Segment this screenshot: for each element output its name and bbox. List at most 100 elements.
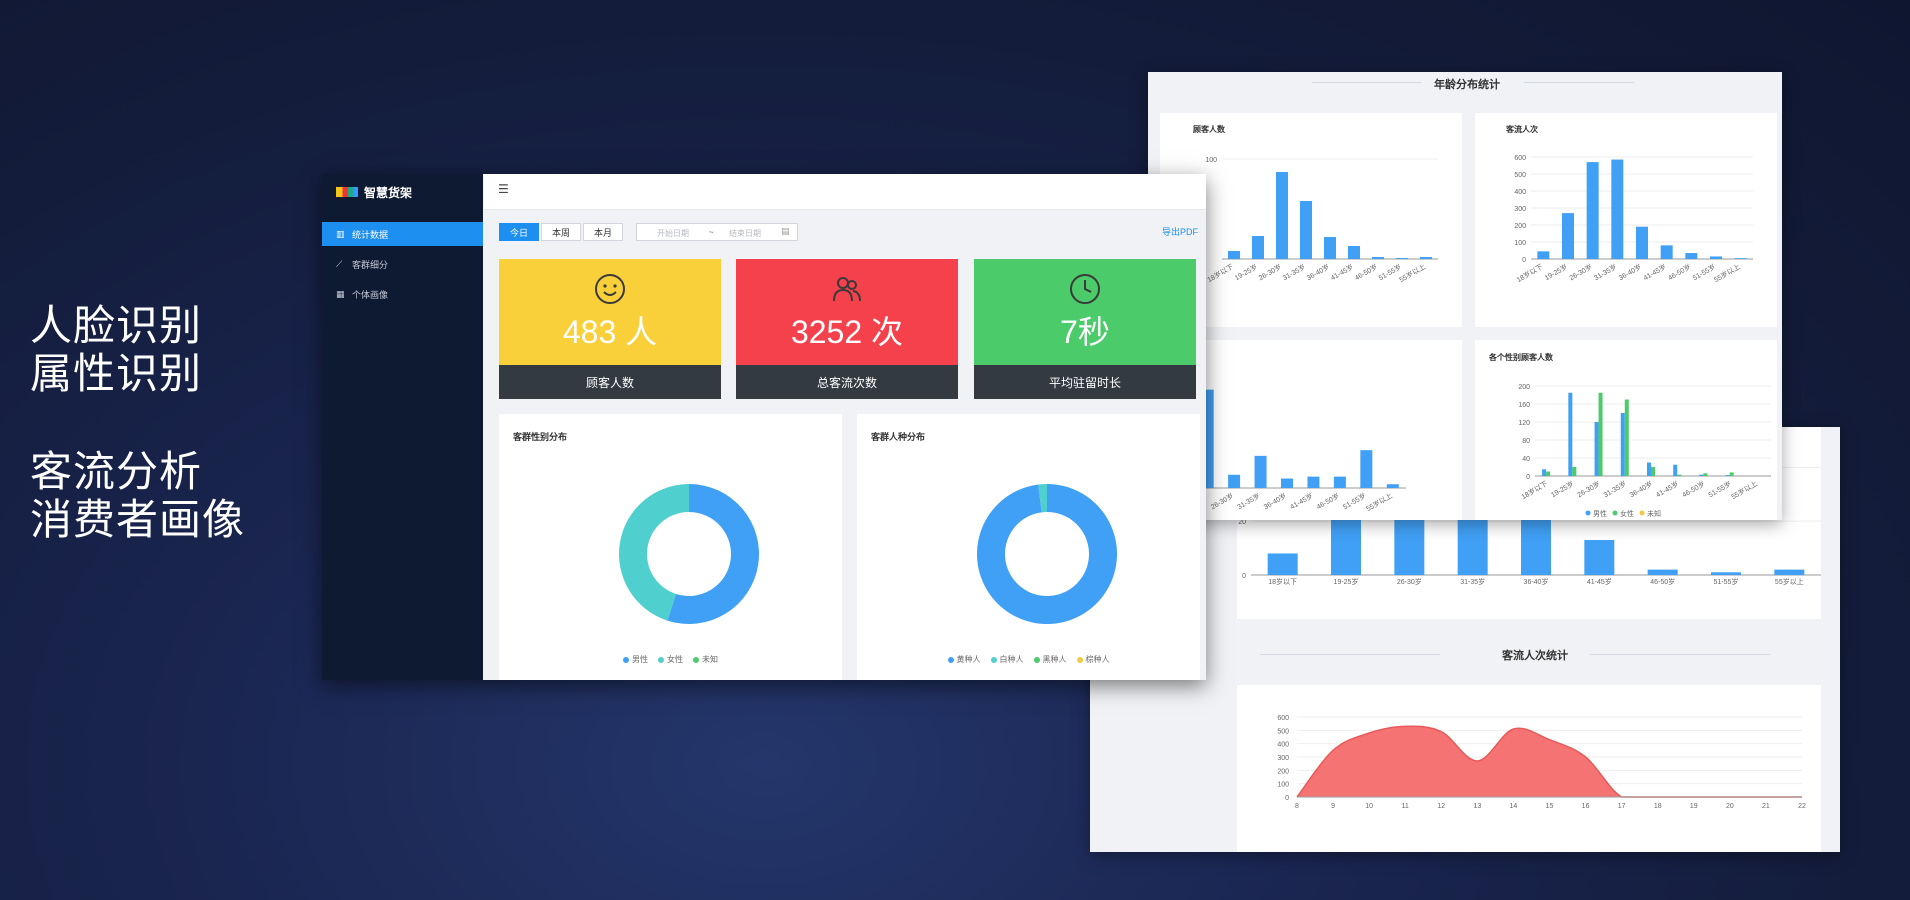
top-bar: ☰ [484,174,1206,210]
legend-label: 黑种人 [1042,655,1067,664]
x-tick-label: 55岁以上 [1398,262,1427,284]
users-icon [833,277,861,302]
stat-card-visits: 3252 次 总客流次数 [736,259,958,399]
race-legend: 黄种人 白种人 黑种人 棕种人 [857,654,1200,665]
bar [1537,251,1550,259]
x-tick-label: 41-45岁 [1288,491,1314,511]
tab-month[interactable]: 本月 [583,223,623,241]
x-tick-label: 11 [1402,803,1409,810]
legend-item[interactable]: 黄种人 [947,654,981,665]
stat-value: 3252 次 [790,314,904,350]
x-tick-label: 20 [1726,803,1734,810]
y-tick-label: 500 [1277,728,1289,735]
y-tick-label: 400 [1277,742,1289,749]
x-tick-label: 12 [1437,803,1445,810]
sidebar-item-profile[interactable]: ▦ 个体画像 [322,282,483,306]
menu-fold-icon[interactable]: ☰ [498,182,509,196]
slogan-line: 客流分析 [30,448,203,495]
x-tick-label: 36-40岁 [1262,491,1288,511]
stat-value: 7秒 [1060,314,1110,350]
bar [1673,464,1678,476]
tab-week[interactable]: 本周 [541,223,581,241]
x-tick-label: 8 [1295,803,1299,810]
bar [1360,450,1373,488]
bar [1331,513,1361,575]
bar [1647,462,1651,476]
x-tick-label: 26-30岁 [1575,479,1601,499]
y-tick-label: 40 [1522,456,1530,463]
x-tick-label: 17 [1618,803,1626,810]
x-tick-label: 16 [1582,803,1590,810]
customer-count-card: 顾客人数 100 18岁以下 19-25岁 26-30岁 31-35岁 36-40岁 41-4… [1160,113,1462,327]
bar [1396,258,1408,259]
pie-slice [977,484,1117,624]
x-tick-label: 55岁以上 [1729,479,1758,501]
gender-pie-title: 客群性别分布 [513,432,568,442]
gender-pie-card: 客群性别分布 男性 女性 未知 [499,414,842,680]
x-tick-label: 31-35岁 [1592,262,1618,282]
end-date-input[interactable]: 结束日期 [729,229,761,238]
legend-dot [693,656,699,663]
bar [1636,226,1648,259]
x-tick-label: 19-25岁 [1334,577,1359,586]
pie-slice [619,484,689,621]
sidebar-item-label: 个体画像 [352,289,389,300]
y-tick-label: 0 [1242,573,1246,580]
bar [1307,476,1320,488]
export-pdf-button[interactable]: 导出PDF [1161,227,1198,237]
legend-item[interactable]: 男性 [623,654,648,665]
legend-dot [1033,656,1040,663]
bar [1703,473,1708,476]
stat-card-top: 3252 次 [736,259,958,365]
legend-label: 棕种人 [1085,655,1110,664]
bar [1324,237,1336,259]
smile-icon [595,274,625,304]
legend-dot [623,656,629,663]
bar [1333,476,1346,488]
brand-logo [336,187,358,197]
stat-card-duration: 7秒 平均驻留时长 [974,259,1196,399]
area-fill [1297,726,1802,797]
traffic-title: 客流人次统计 [1502,650,1568,662]
x-tick-label: 31-35岁 [1281,262,1307,282]
y-tick-label: 100 [1277,782,1289,789]
y-tick-label: 120 [1518,420,1530,427]
bar [1300,201,1312,259]
start-date-input[interactable]: 开始日期 [657,229,689,238]
bar [1420,257,1432,259]
sidebar-item-stats[interactable]: ▥ 统计数据 [322,222,483,246]
y-tick-label: 0 [1285,795,1289,802]
age-panel-title: 年龄分布统计 [1434,79,1500,91]
legend-dot [1612,510,1618,516]
slogan-group-2: 客流分析 消费者画像 [30,448,245,544]
y-tick-label: 300 [1277,755,1289,762]
traffic-area-chart: 0 100 200 300 400 500 600 8 9 10 11 12 13 14 15 16 17 18 1… [1277,715,1806,810]
legend-dot [990,656,997,663]
y-tick-label: 100 [1514,240,1526,247]
x-tick-label: 36-40岁 [1524,577,1549,586]
date-range-picker[interactable]: 开始日期 ~ 结束日期 ▤ [636,223,798,241]
divider [1312,82,1422,83]
bar [1386,484,1399,488]
tab-today[interactable]: 今日 [499,223,539,241]
legend-item[interactable]: 黑种人 [1033,654,1067,665]
y-tick-label: 300 [1514,206,1526,213]
x-tick-label: 18岁以下 [1520,479,1549,501]
sidebar-item-segments[interactable]: ⟋ 客群细分 [322,252,483,276]
y-tick-label: 160 [1518,402,1530,409]
pie-slice [667,484,759,624]
chart-title: 各个性别顾客人数 [1488,352,1554,362]
brand-name: 智慧货架 [364,185,413,200]
x-tick-label: 9 [1331,803,1335,810]
legend-item[interactable]: 棕种人 [1076,654,1110,665]
x-tick-label: 31-35岁 [1460,577,1485,586]
legend-item[interactable]: 未知 [693,654,718,665]
bar [1281,478,1293,488]
stat-value: 483 人 [562,314,658,350]
calendar-icon[interactable]: ▤ [781,226,790,236]
legend-item[interactable]: 女性 [658,654,683,665]
x-tick-label: 41-45岁 [1329,262,1355,282]
legend-item[interactable]: 白种人 [990,654,1024,665]
chart-title: 客流人次 [1505,124,1538,134]
